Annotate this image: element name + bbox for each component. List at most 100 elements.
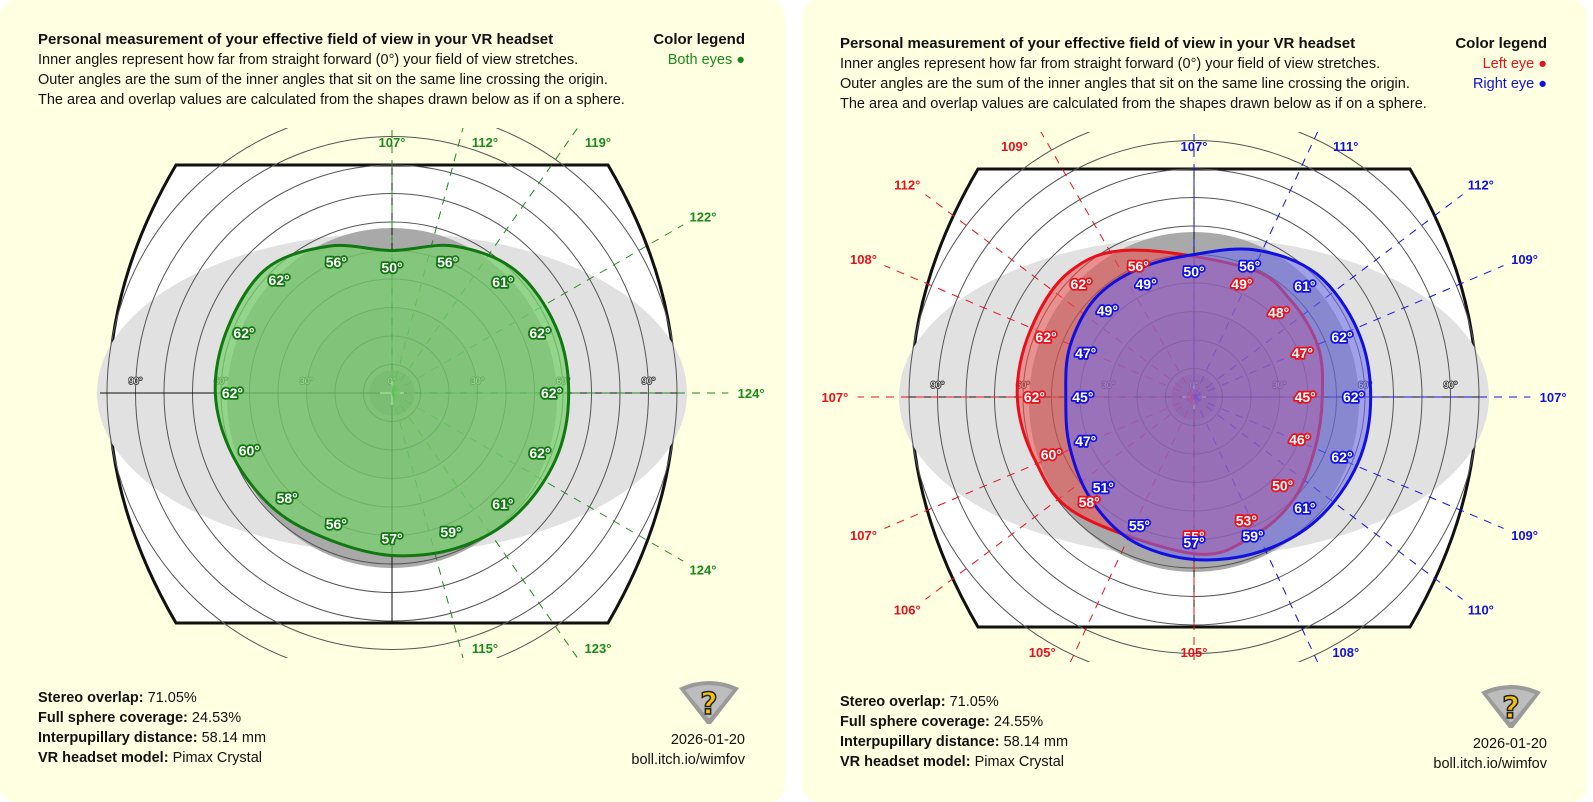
outer-angle-label: 107° (1181, 139, 1208, 154)
outer-angle-label: 110° (1468, 603, 1494, 618)
outer-angle-line (1069, 396, 1195, 662)
ring-label: 90° (129, 376, 143, 386)
inner-angle-label: 62° (541, 385, 562, 401)
description-line: Outer angles are the sum of the inner an… (840, 76, 1410, 92)
right-eye-angle-label: 47° (1075, 345, 1096, 361)
stat-sphere-coverage: Full sphere coverage: 24.53% (38, 710, 242, 726)
description-line: Inner angles represent how far from stra… (840, 56, 1381, 72)
stat-stereo-overlap: Stereo overlap: 71.05% (840, 694, 999, 710)
outer-angle-label: 112° (894, 177, 920, 192)
left-eye-angle-label: 50° (1272, 478, 1293, 494)
ring-label: 90° (931, 380, 945, 390)
outer-angle-label: 108° (1332, 645, 1359, 660)
left-eye-angle-label: 62° (1035, 329, 1056, 345)
outer-angle-label: 107° (850, 528, 877, 543)
fov-diagram: 0°30°30°60°60°90°90°107°112°119°122°124°… (97, 128, 765, 658)
date: 2026-01-20 (670, 732, 745, 748)
left-eye-angle-label: 48° (1268, 304, 1289, 320)
page-title: Personal measurement of your effective f… (840, 35, 1356, 52)
description-line: Inner angles represent how far from stra… (38, 52, 579, 68)
outer-angle-label: 109° (1511, 252, 1538, 267)
left-eye-angle-label: 55° (1183, 529, 1204, 545)
left-eye-angle-label: 45° (1295, 389, 1316, 405)
stat-ipd: Interpupillary distance: 58.14 mm (840, 734, 1069, 750)
inner-angle-label: 62° (233, 325, 254, 341)
logo-icon: ? (1481, 685, 1541, 728)
outer-angle-label: 122° (690, 209, 717, 224)
inner-angle-label: 58° (277, 490, 298, 506)
outer-angle-label: 123° (585, 641, 612, 656)
inner-angle-label: 56° (437, 254, 458, 270)
outer-angle-label: 124° (690, 563, 717, 578)
right-eye-angle-label: 62° (1331, 449, 1352, 465)
outer-angle-line (391, 392, 464, 658)
footer-right: 2026-01-20 boll.itch.io/wimfov (1433, 734, 1547, 774)
right-eye-angle-label: 56° (1239, 258, 1260, 274)
description-line: The area and overlap values are calculat… (38, 92, 625, 108)
ring-label: 90° (642, 376, 656, 386)
stat-headset-model: VR headset model: Pimax Crystal (38, 750, 262, 766)
left-eye-angle-label: 47° (1292, 345, 1313, 361)
outer-angle-label: 105° (1029, 645, 1056, 660)
outer-angle-label: 107° (1540, 390, 1567, 405)
outer-angle-label: 107° (821, 390, 848, 405)
fov-diagram: 0°30°30°60°60°90°90°109°112°108°107°107°… (821, 132, 1567, 662)
inner-angle-label: 61° (492, 274, 513, 290)
svg-text:?: ? (1502, 691, 1519, 726)
stat-stereo-overlap: Stereo overlap: 71.05% (38, 690, 197, 706)
right-eye-angle-label: 59° (1242, 528, 1263, 544)
right-eye-angle-label: 61° (1294, 278, 1315, 294)
outer-angle-label: 108° (850, 252, 877, 267)
legend-item-left-eye: Left eye ● (1482, 56, 1547, 72)
left-panel: Personal measurement of your effective f… (0, 0, 785, 802)
left-eye-angle-label: 62° (1071, 276, 1092, 292)
left-eye-angle-label: 53° (1236, 512, 1257, 528)
outer-angle-label: 109° (1001, 139, 1028, 154)
color-legend: Color legend Left eye ● Right eye ● (1455, 34, 1547, 94)
inner-angle-label: 57° (381, 530, 402, 546)
inner-angle-label: 61° (492, 496, 513, 512)
inner-angle-label: 62° (222, 385, 243, 401)
stat-sphere-coverage: Full sphere coverage: 24.55% (840, 714, 1044, 730)
inner-angle-label: 56° (326, 516, 347, 532)
outer-angle-label: 106° (894, 603, 921, 618)
left-eye-angle-label: 49° (1231, 276, 1252, 292)
ring-label: 90° (1444, 380, 1458, 390)
right-eye-angle-label: 55° (1129, 518, 1150, 534)
header: Personal measurement of your effective f… (38, 30, 747, 110)
right-eye-angle-label: 45° (1072, 389, 1093, 405)
outer-angle-label: 105° (1181, 645, 1208, 660)
inner-angle-label: 60° (239, 443, 260, 459)
right-eye-angle-label: 62° (1331, 329, 1352, 345)
right-eye-angle-label: 51° (1093, 480, 1114, 496)
left-eye-angle-label: 56° (1128, 258, 1149, 274)
outer-angle-line (391, 128, 464, 394)
legend-item-both-eyes: Both eyes ● (667, 52, 745, 68)
both-eyes-fov-shape (213, 243, 571, 558)
outer-angle-label: 112° (472, 135, 498, 150)
inner-angle-label: 62° (529, 325, 550, 341)
description-line: The area and overlap values are calculat… (840, 96, 1427, 112)
footer-right: 2026-01-20 boll.itch.io/wimfov (631, 730, 745, 770)
source-url[interactable]: boll.itch.io/wimfov (1433, 756, 1547, 772)
right-eye-angle-label: 49° (1136, 276, 1157, 292)
right-eye-angle-label: 62° (1343, 389, 1364, 405)
right-eye-angle-label: 57° (1183, 534, 1204, 550)
inner-angle-label: 59° (440, 524, 461, 540)
left-eye-angle-label: 46° (1289, 432, 1310, 448)
right-eye-fov-shape (1064, 247, 1373, 562)
left-eye-angle-label: 60° (1041, 447, 1062, 463)
date: 2026-01-20 (1472, 736, 1547, 752)
page-title: Personal measurement of your effective f… (38, 31, 554, 48)
inner-angle-label: 62° (269, 272, 290, 288)
stats: Stereo overlap: 71.05% Full sphere cover… (840, 692, 1068, 772)
outer-angle-label: 115° (472, 641, 498, 656)
stat-headset-model: VR headset model: Pimax Crystal (840, 754, 1064, 770)
header: Personal measurement of your effective f… (840, 34, 1549, 114)
description-line: Outer angles are the sum of the inner an… (38, 72, 608, 88)
stat-ipd: Interpupillary distance: 58.14 mm (38, 730, 267, 746)
left-eye-angle-label: 58° (1079, 494, 1100, 510)
source-url[interactable]: boll.itch.io/wimfov (631, 752, 745, 768)
right-eye-angle-label: 50° (1183, 264, 1204, 280)
legend-item-right-eye: Right eye ● (1472, 76, 1547, 92)
